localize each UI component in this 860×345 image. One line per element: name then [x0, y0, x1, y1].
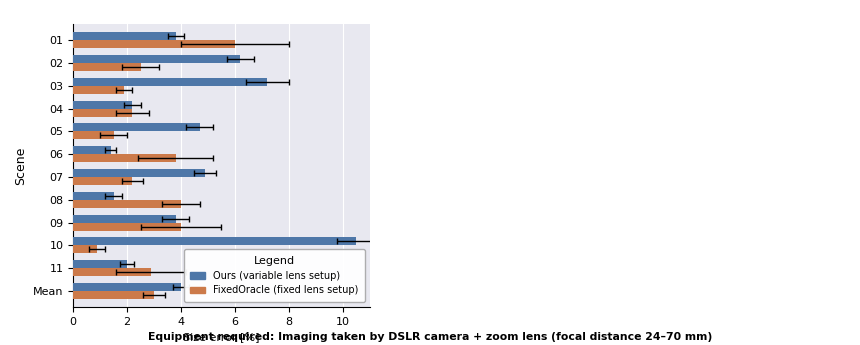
Bar — [73, 146, 111, 154]
X-axis label: Size error [%]: Size error [%] — [183, 332, 260, 342]
Legend: Ours (variable lens setup), FixedOracle (fixed lens setup): Ours (variable lens setup), FixedOracle … — [183, 249, 365, 302]
Y-axis label: Scene: Scene — [15, 146, 28, 185]
Bar — [73, 55, 240, 63]
Bar — [73, 192, 114, 200]
Bar — [73, 40, 235, 48]
Bar — [73, 268, 151, 276]
Bar — [73, 63, 140, 71]
Bar — [73, 291, 154, 299]
Bar — [73, 177, 132, 185]
Text: Equipment required: Imaging taken by DSLR camera + zoom lens (focal distance 24–: Equipment required: Imaging taken by DSL… — [148, 332, 712, 342]
Bar — [73, 237, 356, 245]
Bar — [73, 169, 206, 177]
Bar — [73, 101, 132, 109]
Bar — [73, 124, 200, 131]
Bar — [73, 32, 175, 40]
Bar — [73, 86, 125, 94]
Bar — [73, 200, 181, 208]
Bar — [73, 154, 175, 162]
Bar — [73, 223, 181, 230]
Bar — [73, 78, 267, 86]
Bar — [73, 260, 127, 268]
Bar — [73, 215, 175, 223]
Bar — [73, 109, 132, 117]
Bar — [73, 131, 114, 139]
Bar — [73, 283, 181, 291]
Bar — [73, 245, 97, 254]
